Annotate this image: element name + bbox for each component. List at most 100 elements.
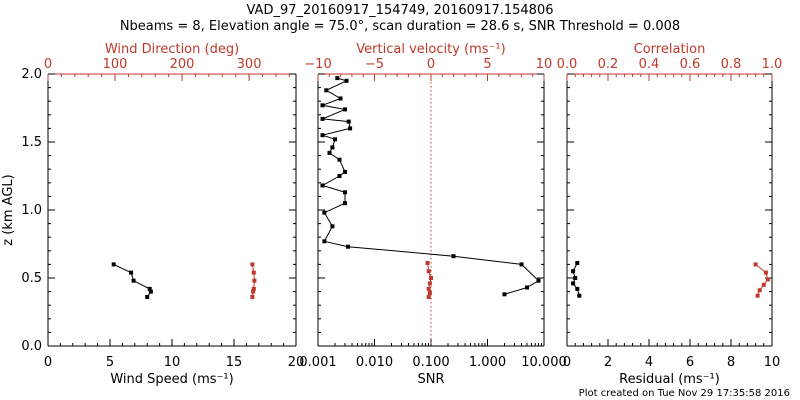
data-point — [577, 293, 582, 298]
data-point — [427, 291, 432, 295]
data-point — [536, 278, 541, 283]
plot-created-footer: Plot created on Tue Nov 29 17:35:58 2016 — [579, 388, 790, 399]
data-point — [757, 288, 762, 293]
data-point — [451, 254, 456, 259]
data-point — [252, 278, 257, 283]
data-point — [571, 269, 576, 274]
data-point — [320, 133, 325, 138]
figure-subtitle: Nbeams = 8, Elevation angle = 75.0°, sca… — [120, 19, 680, 34]
y-tick-label: 0.0 — [21, 339, 42, 354]
top-x-tick-label: 100 — [103, 57, 128, 72]
panel-2: 0.001 0.010 0.100 1.000 10.000 SNR −10 −5 0 5 10 Ve… — [299, 42, 566, 387]
data-point — [335, 76, 340, 81]
top-x-tick-label: 300 — [237, 57, 262, 72]
data-point — [763, 270, 768, 275]
data-point — [148, 289, 153, 294]
data-point — [337, 157, 342, 162]
data-point — [429, 276, 433, 280]
x-tick-label: 20 — [288, 355, 305, 370]
data-point — [426, 286, 431, 291]
x-tick-label: 10 — [164, 355, 181, 370]
data-point — [427, 281, 432, 286]
data-point — [250, 295, 255, 299]
data-point — [320, 103, 325, 108]
x-tick-label: 0.001 — [299, 355, 336, 370]
data-point — [250, 262, 255, 267]
data-point — [753, 262, 758, 267]
data-point — [251, 289, 256, 294]
data-point — [251, 270, 256, 275]
x-tick-label: 10 — [764, 355, 781, 370]
data-point — [322, 239, 327, 244]
data-point — [575, 261, 580, 265]
data-point — [573, 276, 578, 280]
y-tick-label: 1.0 — [21, 203, 42, 218]
data-point — [324, 88, 329, 93]
top-x-axis-label: Vertical velocity (ms⁻¹) — [356, 42, 505, 57]
data-point — [251, 286, 256, 291]
data-point — [765, 277, 770, 282]
y-tick-label: 1.5 — [21, 135, 42, 150]
top-x-tick-label: 0.6 — [680, 57, 701, 72]
data-point — [343, 201, 347, 206]
y-tick-label: 0.5 — [21, 271, 42, 286]
top-x-tick-label: −5 — [365, 57, 384, 72]
data-point — [755, 293, 760, 298]
data-point — [425, 261, 430, 265]
x-tick-label: 0 — [44, 355, 52, 370]
top-x-tick-label: 200 — [170, 57, 195, 72]
data-point — [761, 282, 766, 287]
y-axis-label: z (km AGL) — [1, 174, 16, 245]
x-tick-label: 5 — [106, 355, 114, 370]
top-x-tick-label: 10 — [536, 57, 553, 72]
top-x-tick-label: 0.8 — [721, 57, 742, 72]
data-point — [322, 210, 327, 215]
x-tick-label: 8 — [727, 355, 735, 370]
x-tick-label: 6 — [686, 355, 694, 370]
data-point — [344, 78, 349, 83]
data-point — [330, 145, 335, 150]
x-tick-label: 0.100 — [412, 355, 449, 370]
data-point — [131, 278, 136, 283]
top-x-tick-label: 0 — [44, 57, 52, 72]
top-x-axis-label: Wind Direction (deg) — [105, 42, 239, 57]
top-x-tick-label: 0.2 — [598, 57, 619, 72]
y-tick-label: 2.0 — [21, 67, 42, 82]
data-point — [502, 292, 507, 297]
data-point — [426, 295, 431, 299]
x-tick-label: 1.000 — [469, 355, 506, 370]
x-axis-label: SNR — [417, 372, 444, 387]
x-tick-label: 0 — [563, 355, 571, 370]
x-tick-label: 15 — [226, 355, 243, 370]
data-point — [111, 262, 116, 267]
data-point — [333, 137, 337, 142]
data-point — [320, 183, 325, 188]
x-axis-label: Residual (ms⁻¹) — [619, 372, 720, 387]
panel-3: 0 2 4 6 8 10 Residual (ms⁻¹) 0.0 0.2 0.4 0.6 0.8 1.0… — [557, 42, 783, 387]
figure-title: VAD_97_20160917_154749, 20160917.154806 — [247, 3, 554, 18]
data-point — [525, 285, 529, 290]
top-x-axis-label: Correlation — [634, 42, 706, 57]
series-line-bottom — [320, 77, 540, 295]
data-point — [343, 107, 347, 112]
data-point — [145, 295, 150, 299]
top-x-tick-label: 0 — [427, 57, 435, 72]
data-point — [346, 244, 350, 249]
panel-1: 0.0 0.5 1.0 1.5 2.0 z (km AGL) 0 5 10 15 20 Wind Sp… — [1, 42, 304, 387]
x-axis-label: Wind Speed (ms⁻¹) — [110, 372, 233, 387]
data-point — [346, 119, 351, 124]
top-x-tick-label: 0.4 — [639, 57, 660, 72]
data-point — [327, 150, 332, 155]
data-point — [571, 281, 576, 286]
data-point — [330, 224, 335, 229]
top-x-tick-label: −10 — [304, 57, 331, 72]
data-point — [129, 270, 134, 275]
top-x-tick-label: 0.0 — [557, 57, 578, 72]
top-x-tick-label: 1.0 — [762, 57, 783, 72]
top-x-tick-label: 5 — [483, 57, 491, 72]
data-point — [575, 286, 580, 291]
x-tick-label: 4 — [645, 355, 653, 370]
x-tick-label: 10.000 — [521, 355, 567, 370]
data-point — [338, 96, 343, 101]
